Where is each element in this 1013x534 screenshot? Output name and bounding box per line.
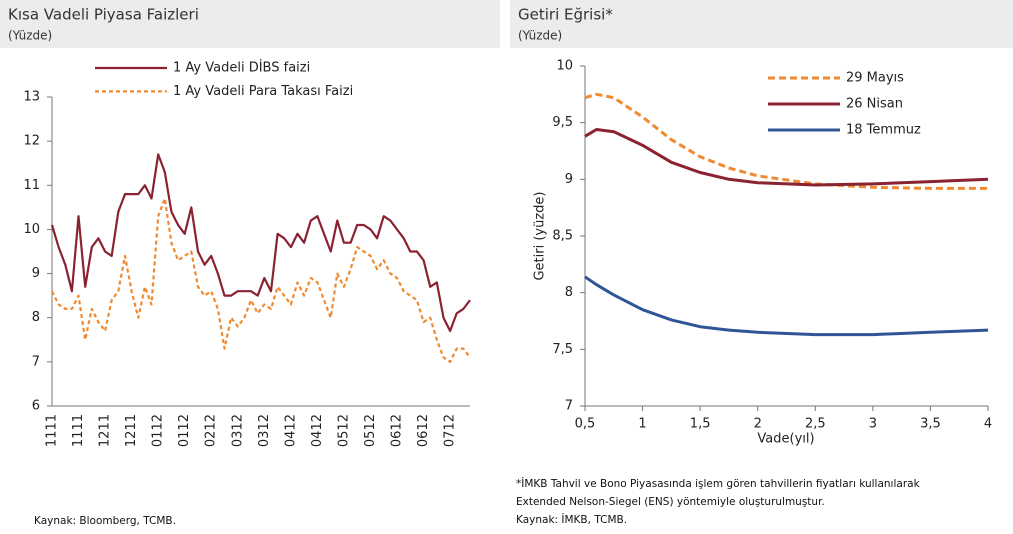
y-axis-title: Getiri (yüzde) xyxy=(533,191,548,280)
note: *İMKB Tahvil ve Bono Piyasasında işlem g… xyxy=(516,477,921,490)
x-tick-label: 2,5 xyxy=(805,417,826,432)
x-tick-label: 4 xyxy=(984,417,992,432)
y-tick-label: 11 xyxy=(23,178,40,193)
x-tick-label: 0,5 xyxy=(575,417,596,432)
x-tick-label: 0212 xyxy=(204,414,219,447)
x-tick-label: 1111 xyxy=(45,414,60,447)
y-tick-label: 10 xyxy=(23,222,40,237)
series-line xyxy=(584,128,989,187)
y-tick-label: 6 xyxy=(32,399,40,414)
header-band xyxy=(510,0,1013,48)
x-tick-label: 1,5 xyxy=(690,417,711,432)
y-tick-label: 13 xyxy=(23,90,40,105)
y-tick-label: 9,5 xyxy=(552,115,573,130)
x-tick-label: 0112 xyxy=(177,414,192,447)
y-tick-label: 7 xyxy=(32,354,40,369)
x-tick-label: 0312 xyxy=(257,414,272,447)
x-tick-label: 2 xyxy=(754,417,762,432)
x-tick-label: 3 xyxy=(869,417,877,432)
x-tick-label: 0512 xyxy=(363,414,378,447)
y-tick-label: 9 xyxy=(565,172,573,187)
legend-label: 1 Ay Vadeli DİBS faizi xyxy=(173,60,310,76)
chart-subtitle: (Yüzde) xyxy=(8,29,52,43)
note: Extended Nelson-Siegel (ENS) yöntemiyle … xyxy=(516,496,825,508)
x-tick-label: 0612 xyxy=(390,414,405,447)
series-line xyxy=(51,197,471,363)
x-tick-label: 0412 xyxy=(283,414,298,447)
chart-title: Kısa Vadeli Piyasa Faizleri xyxy=(8,6,199,24)
source: Kaynak: Bloomberg, TCMB. xyxy=(34,515,176,527)
x-tick-label: 0612 xyxy=(416,414,431,447)
x-tick-label: 1111 xyxy=(71,414,86,447)
series-line xyxy=(584,92,988,190)
x-tick-label: 3,5 xyxy=(920,417,941,432)
x-tick-label: 1211 xyxy=(124,414,139,447)
legend-label: 29 Mayıs xyxy=(846,71,904,86)
x-axis-title: Vade(yıl) xyxy=(757,432,814,447)
x-tick-label: 0512 xyxy=(336,414,351,447)
series-line xyxy=(584,275,989,337)
series-line xyxy=(50,153,471,333)
y-tick-label: 12 xyxy=(23,134,40,149)
legend-label: 26 Nisan xyxy=(846,97,903,112)
y-tick-label: 9 xyxy=(32,266,40,281)
y-tick-label: 7 xyxy=(565,399,573,414)
y-tick-label: 7,5 xyxy=(552,342,573,357)
x-tick-label: 1211 xyxy=(98,414,113,447)
x-tick-label: 0112 xyxy=(151,414,166,447)
y-tick-label: 10 xyxy=(556,59,573,74)
header-band xyxy=(0,0,500,48)
chart-title: Getiri Eğrisi* xyxy=(518,6,613,24)
legend-label: 18 Temmuz xyxy=(846,123,921,138)
y-tick-label: 8 xyxy=(565,285,573,300)
y-tick-label: 8,5 xyxy=(552,229,573,244)
legend-label: 1 Ay Vadeli Para Takası Faizi xyxy=(173,84,353,99)
x-tick-label: 0312 xyxy=(230,414,245,447)
x-tick-label: 1 xyxy=(638,417,646,432)
x-tick-label: 0712 xyxy=(443,414,458,447)
y-tick-label: 8 xyxy=(32,310,40,325)
x-tick-label: 0412 xyxy=(310,414,325,447)
source: Kaynak: İMKB, TCMB. xyxy=(516,513,627,526)
chart-subtitle: (Yüzde) xyxy=(518,29,562,43)
